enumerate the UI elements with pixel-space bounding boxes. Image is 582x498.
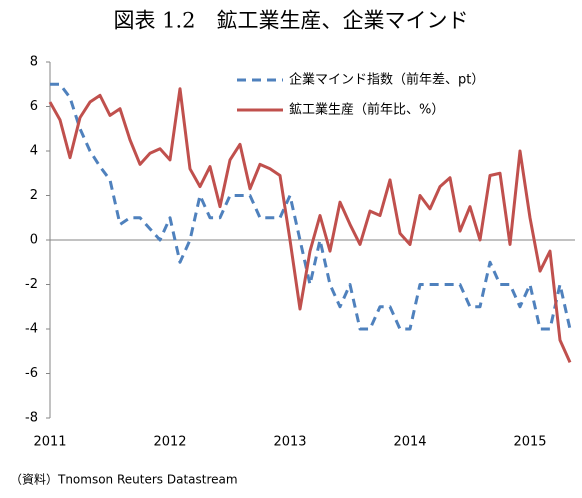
legend-label: 鉱工業生産（前年比、%）	[289, 102, 444, 118]
x-tick-label: 2013	[273, 435, 306, 450]
chart-title: 図表 1.2 鉱工業生産、企業マインド	[113, 9, 468, 33]
data-line	[48, 87, 572, 363]
source-note: （資料）Tnomson Reuters Datastream	[10, 473, 238, 487]
y-tick-label: -4	[25, 322, 38, 337]
y-tick-label: 0	[30, 233, 38, 248]
x-tick-label: 2014	[393, 435, 426, 450]
data-line	[50, 82, 572, 331]
y-tick-label: -8	[25, 411, 38, 426]
y-tick-label: -2	[25, 277, 38, 292]
y-tick-label: 8	[30, 55, 38, 70]
y-tick-label: -6	[25, 366, 38, 381]
x-tick-label: 2011	[33, 435, 66, 450]
x-tick-label: 2012	[153, 435, 186, 450]
y-tick-label: 2	[30, 188, 38, 203]
y-tick-label: 6	[30, 99, 38, 114]
legend-label: 企業マインド指数（前年差、pt）	[289, 72, 484, 88]
y-tick-label: 4	[30, 144, 38, 159]
x-tick-label: 2015	[513, 435, 546, 450]
